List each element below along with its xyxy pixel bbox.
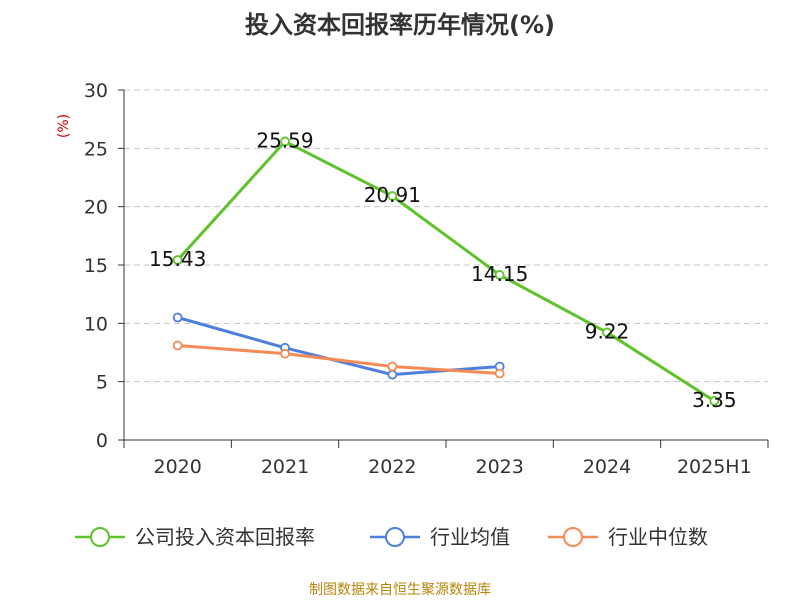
data-label: 3.35 [692,388,737,412]
legend-label: 行业均值 [430,525,510,549]
data-label: 15.43 [149,247,206,271]
data-point [280,348,290,359]
x-axis-ticks: 2020 2021 2022 2023 2024 2025H1 [123,440,769,478]
y-axis-unit-label: (%) [56,114,72,138]
data-point [387,369,398,380]
x-tick-label: 2022 [368,456,416,478]
data-point [280,136,290,147]
data-point [387,191,398,201]
legend: 公司投入资本回报率 行业均值 行业中位数 [75,525,708,549]
data-point [172,312,183,323]
data-point [494,368,505,379]
data-label: 14.15 [471,262,528,286]
series-line-1 [177,316,500,377]
data-point [387,361,398,372]
y-tick-label: 20 [84,197,108,219]
y-tick-label: 0 [96,430,108,452]
legend-label: 行业中位数 [608,525,708,549]
x-tick-label: 2021 [261,456,309,478]
legend-marker [563,527,583,547]
data-label: 25.59 [256,128,313,152]
x-tick-label: 2023 [475,456,523,478]
chart-title: 投入资本回报率历年情况(%) [245,11,555,39]
source-note: 制图数据来自恒生聚源数据库 [309,582,491,598]
data-point [172,340,183,351]
data-label: 20.91 [364,183,421,207]
y-axis-ticks: 0 5 10 15 20 25 30 [84,80,124,452]
x-tick-label: 2020 [153,456,201,478]
y-tick-label: 30 [84,80,108,102]
grid-lines [124,89,768,383]
data-point [494,270,505,280]
data-point [602,327,612,338]
legend-marker [385,527,405,547]
y-tick-label: 10 [84,313,108,335]
data-labels: 15.43 25.59 20.91 14.15 9.22 3.35 [149,128,737,411]
series-group [172,136,720,406]
y-tick-label: 15 [84,255,108,277]
y-tick-label: 25 [84,138,108,160]
series-line-2 [177,344,500,375]
legend-label: 公司投入资本回报率 [135,525,315,549]
data-point [172,255,183,265]
legend-marker [90,527,110,547]
y-tick-label: 5 [96,372,108,394]
data-label: 9.22 [585,319,630,343]
x-tick-label: 2024 [583,456,631,478]
x-tick-label: 2025H1 [677,456,752,478]
data-point [709,396,720,406]
series-line-0 [176,139,716,403]
